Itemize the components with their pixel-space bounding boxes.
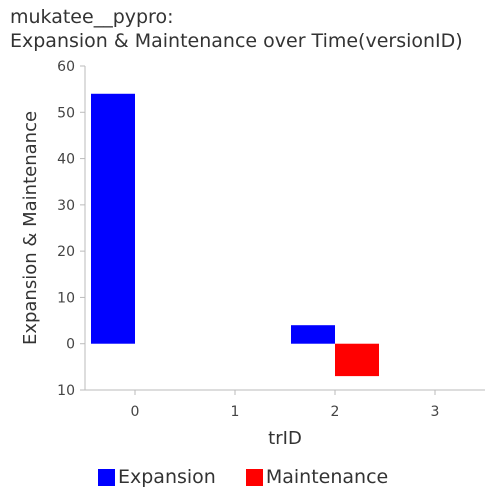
y-tick-label: 10 [57, 290, 75, 306]
y-tick-label: 40 [57, 152, 75, 168]
legend-label-expansion: Expansion [118, 466, 216, 488]
legend-item-maintenance[interactable]: Maintenance [245, 466, 389, 488]
legend: Expansion Maintenance [98, 466, 418, 488]
chart-title: mukatee__pypro: Expansion & Maintenance … [10, 5, 463, 53]
legend-item-expansion[interactable]: Expansion [98, 466, 216, 488]
bar-expansion-2[interactable] [291, 325, 335, 344]
legend-swatch-maintenance [245, 468, 263, 486]
y-tick-label: 50 [57, 105, 75, 121]
y-tick-label: 60 [57, 59, 75, 75]
bar-expansion-0[interactable] [91, 93, 135, 344]
x-axis-ticks: 0 1 2 3 [131, 390, 440, 420]
x-tick-label: 0 [131, 404, 140, 420]
chart-title-line1: mukatee__pypro: [10, 6, 174, 28]
bars [91, 93, 379, 377]
y-tick-label: 30 [57, 198, 75, 214]
bar-maintenance-2[interactable] [335, 343, 379, 377]
y-tick-label: 20 [57, 244, 75, 260]
x-tick-label: 1 [231, 404, 240, 420]
axes [84, 66, 485, 391]
x-tick-label: 2 [331, 404, 340, 420]
legend-swatch-expansion [98, 468, 115, 486]
y-axis-ticks: 60 50 40 30 20 10 0 10 [57, 59, 85, 399]
legend-label-maintenance: Maintenance [265, 466, 389, 488]
y-tick-label: 0 [66, 337, 75, 353]
x-axis-title: trID [268, 428, 302, 449]
y-tick-label: 10 [57, 383, 75, 399]
x-tick-label: 3 [431, 404, 440, 420]
y-axis-title: Expansion & Maintenance [20, 111, 41, 345]
chart-title-line2: Expansion & Maintenance over Time(versio… [10, 30, 463, 52]
